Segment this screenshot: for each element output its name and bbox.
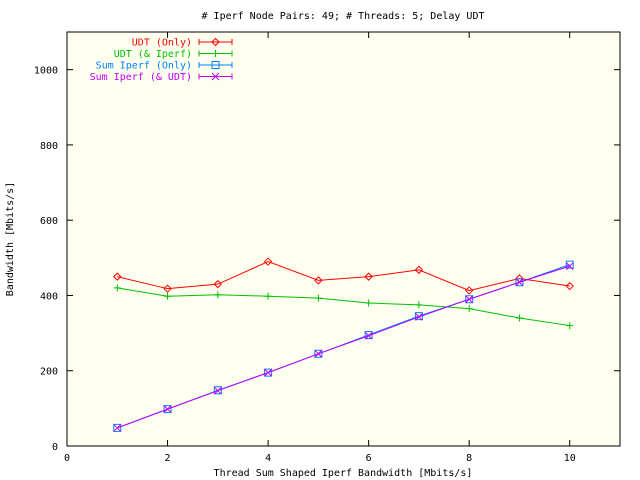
y-tick-label: 800 <box>40 141 58 152</box>
data-point-series-3 <box>565 260 574 269</box>
data-point-series-1 <box>565 281 574 291</box>
data-point-series-3 <box>113 423 122 432</box>
y-axis-label: Bandwidth [Mbits/s] <box>5 182 16 296</box>
data-point-series-1 <box>464 286 474 295</box>
y-tick-label: 400 <box>40 291 58 302</box>
data-point-series-3 <box>414 312 423 321</box>
data-point-series-1 <box>213 279 223 289</box>
data-point-series-1 <box>314 276 323 285</box>
x-tick-label: 6 <box>366 453 372 464</box>
plot-background <box>67 32 620 446</box>
x-tick-label: 4 <box>265 453 271 464</box>
data-point-series-4 <box>565 262 574 270</box>
series-line-1 <box>117 261 570 292</box>
data-point-series-4 <box>314 349 323 358</box>
x-tick-label: 0 <box>64 453 70 464</box>
x-axis-label: Thread Sum Shaped Iperf Bandwidth [Mbits… <box>214 468 473 479</box>
legend-marker-2 <box>212 50 219 57</box>
series-line-4 <box>117 265 570 429</box>
legend-label-3: Sum Iperf (Only) <box>96 61 192 72</box>
data-point-series-4 <box>515 278 524 287</box>
data-point-series-2 <box>365 299 373 307</box>
data-point-series-2 <box>415 301 423 309</box>
legend-label-4: Sum Iperf (& UDT) <box>90 72 192 83</box>
data-point-series-3 <box>364 330 373 339</box>
data-point-series-1 <box>414 265 424 275</box>
data-point-series-2 <box>264 292 272 300</box>
y-tick-label: 1000 <box>34 66 58 77</box>
data-point-series-4 <box>163 405 172 413</box>
data-point-series-2 <box>214 291 222 299</box>
plot-frame <box>66 31 621 447</box>
legend-label-1: UDT (Only) <box>132 38 192 49</box>
data-point-series-4 <box>264 368 272 377</box>
data-point-series-4 <box>415 313 423 321</box>
data-point-series-1 <box>263 257 273 266</box>
y-tick-label: 200 <box>40 367 58 378</box>
data-point-series-4 <box>465 295 474 304</box>
data-point-series-2 <box>164 292 172 300</box>
data-point-series-2 <box>465 305 473 313</box>
data-point-series-4 <box>213 386 222 395</box>
data-point-series-1 <box>163 284 172 293</box>
data-point-series-1 <box>364 272 373 281</box>
legend-marker-1 <box>211 37 220 47</box>
data-point-series-2 <box>515 314 523 322</box>
x-tick-label: 8 <box>466 453 472 464</box>
y-tick-label: 600 <box>40 216 58 227</box>
legend-marker-3 <box>211 61 220 69</box>
data-point-series-2 <box>113 284 121 292</box>
x-tick-label: 2 <box>165 453 171 464</box>
legend-marker-4 <box>211 72 220 81</box>
y-tick-label: 0 <box>52 442 58 453</box>
series-line-2 <box>117 287 570 327</box>
data-point-series-4 <box>364 331 373 340</box>
data-point-series-2 <box>566 322 574 330</box>
data-point-series-4 <box>113 424 122 432</box>
data-point-series-2 <box>314 294 322 302</box>
x-tick-label: 10 <box>564 453 576 464</box>
chart-title: # Iperf Node Pairs: 49; # Threads: 5; De… <box>202 11 485 22</box>
data-point-series-1 <box>113 272 122 281</box>
legend-label-2: UDT (& Iperf) <box>114 49 192 60</box>
